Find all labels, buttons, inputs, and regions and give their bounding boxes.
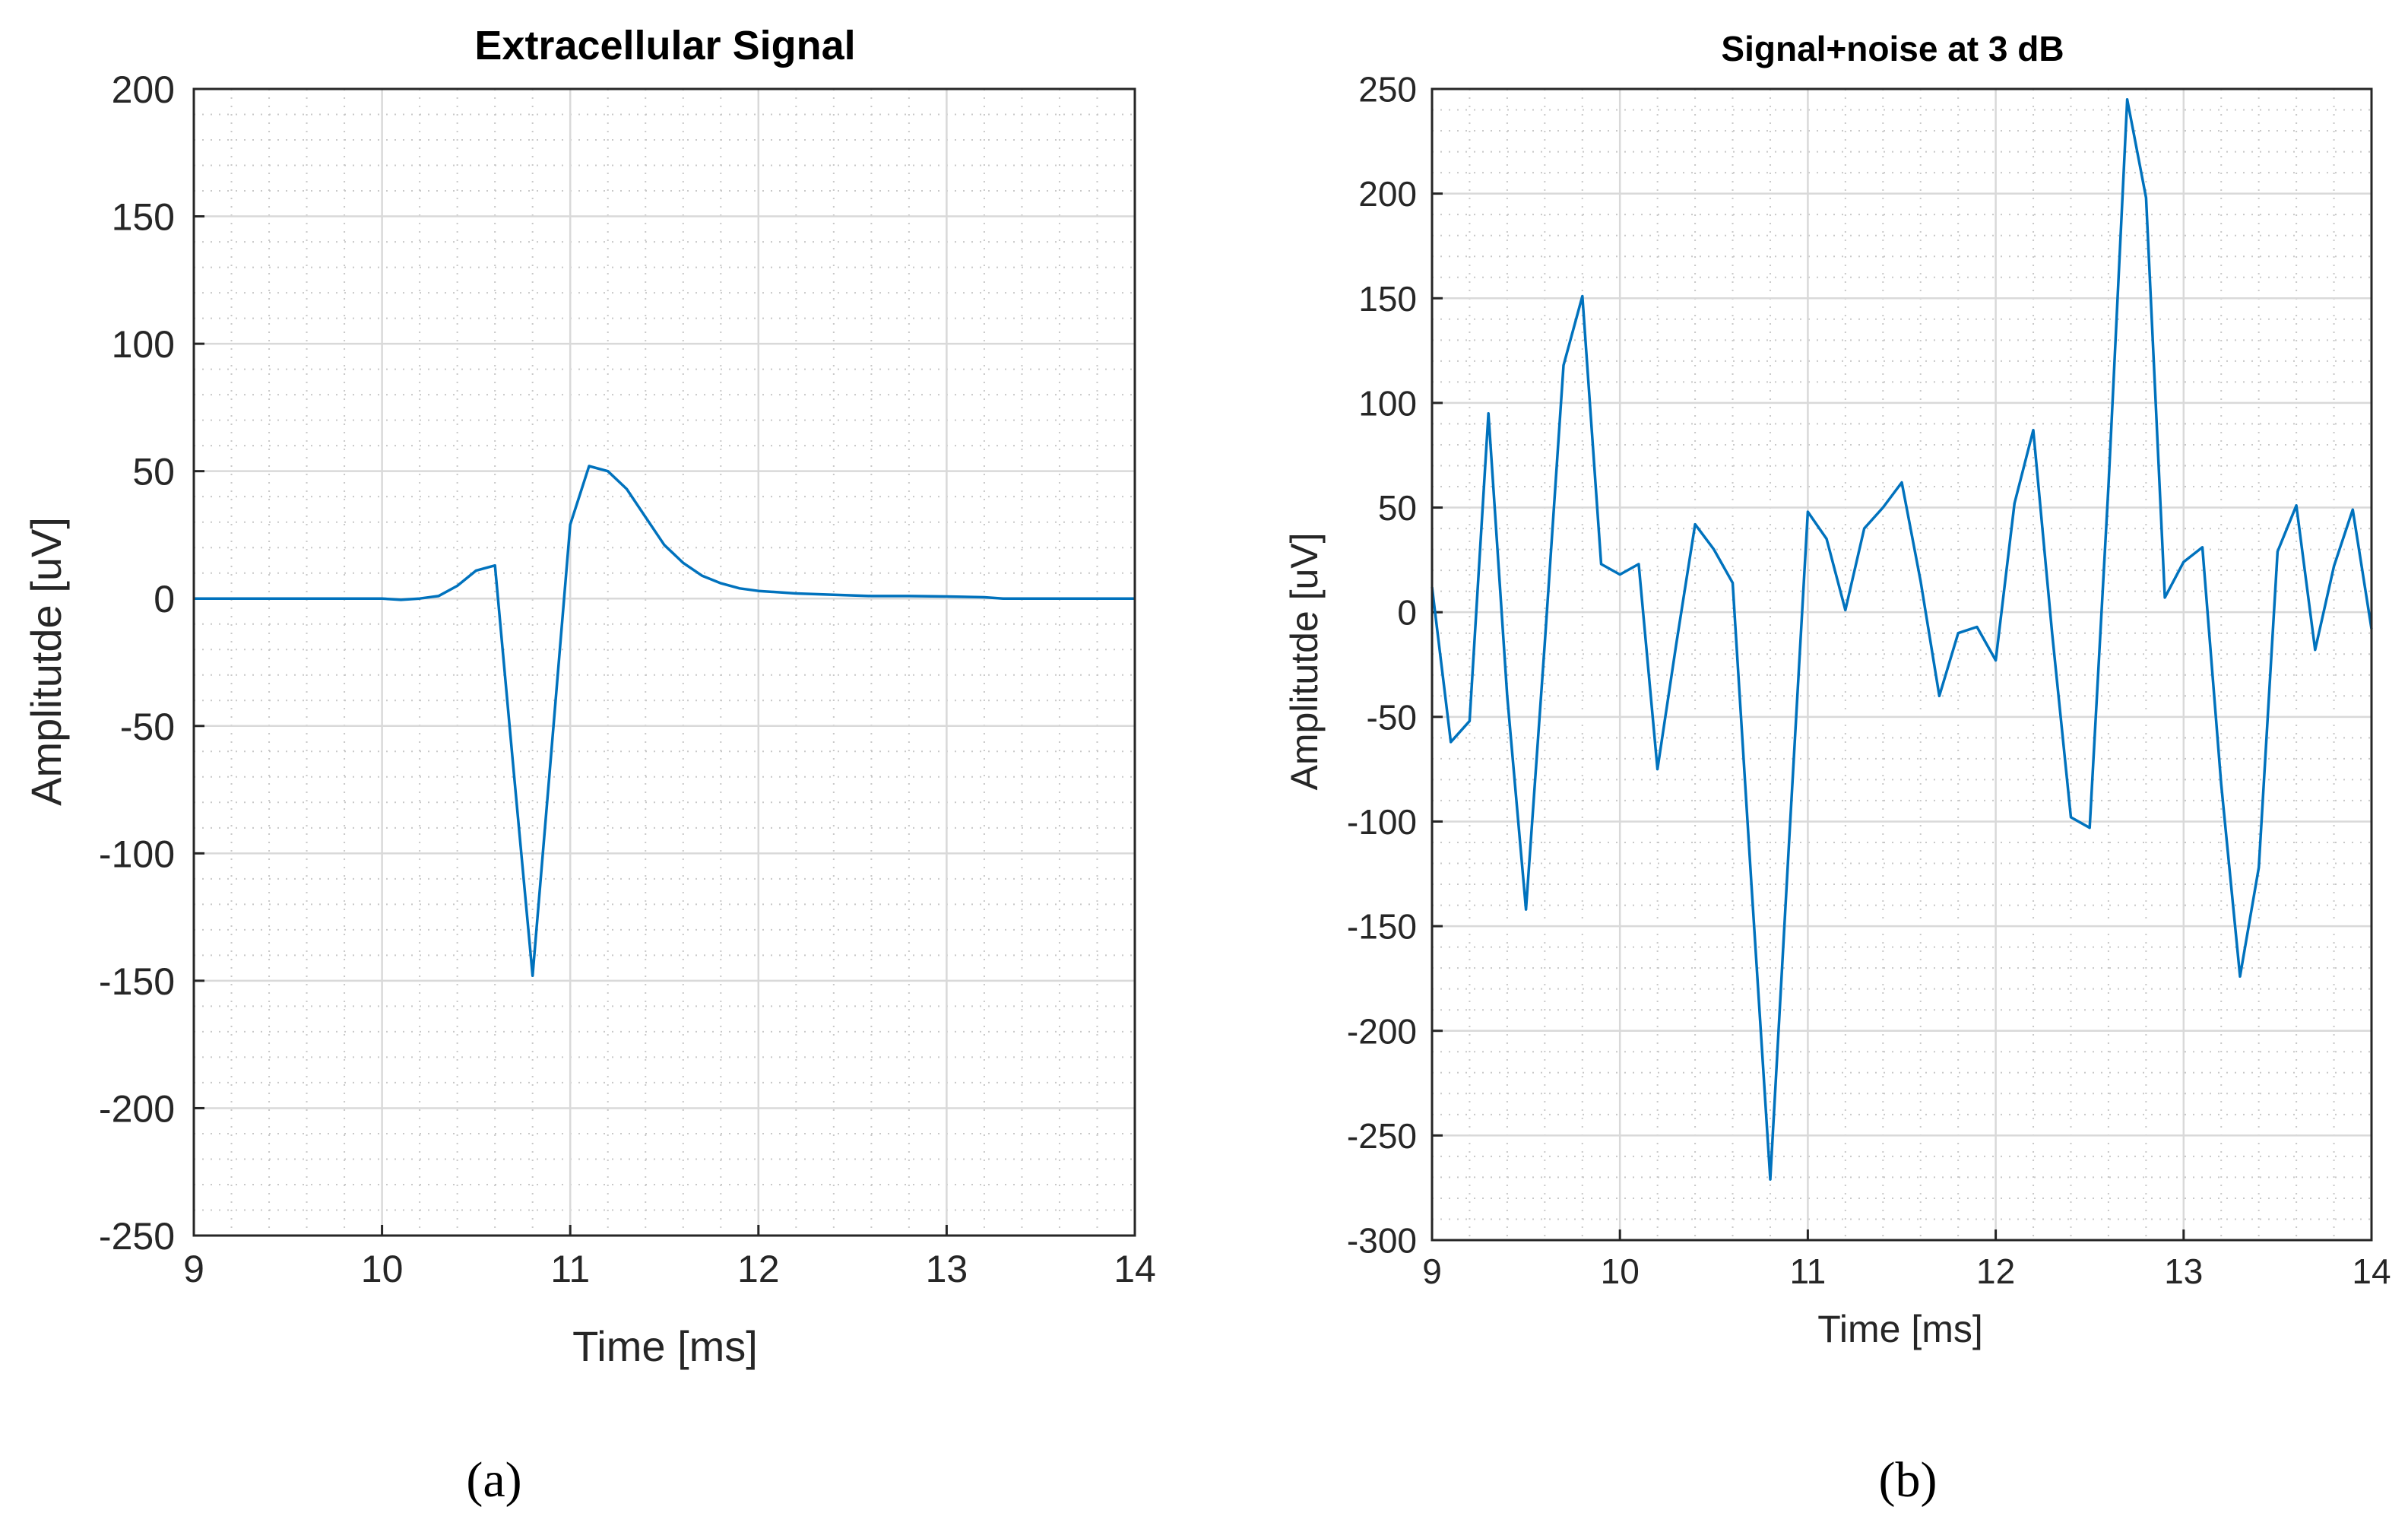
chart-b-grid <box>1431 87 2373 1242</box>
chart-a-ytick-label: 100 <box>112 323 175 366</box>
chart-b-ytick-label: -250 <box>1347 1116 1417 1156</box>
chart-b-ytick-label: 100 <box>1358 383 1417 423</box>
chart-b-ytick-label: 150 <box>1358 279 1417 319</box>
chart-a-ytick-label: 200 <box>112 68 175 111</box>
chart-b-ticks: 9 10 11 12 13 14 -300 -250 -200 -150 -100 -50 0 50 100… <box>1347 70 2391 1291</box>
chart-b-xtick-label: 9 <box>1422 1252 1442 1291</box>
chart-b-axes-box <box>1431 87 2373 1242</box>
chart-b-ytick-label: -150 <box>1347 907 1417 947</box>
chart-b-xtick-label: 14 <box>2352 1252 2391 1291</box>
chart-a-ylabel: Amplitutde [uV] <box>22 517 70 806</box>
chart-b-title: Signal+noise at 3 dB <box>1721 29 2064 68</box>
chart-a-ytick-label: -100 <box>99 833 175 875</box>
chart-b-ytick-label: 50 <box>1378 488 1417 528</box>
chart-a-xlabel: Time [ms] <box>572 1322 758 1370</box>
chart-b-xtick-label: 12 <box>1976 1252 2015 1291</box>
chart-a-ytick-label: -50 <box>120 706 175 748</box>
chart-a-ytick-label: -200 <box>99 1087 175 1130</box>
chart-b-series-line <box>1431 98 2373 1181</box>
caption-a: (a) <box>466 1452 521 1508</box>
chart-a-xtick-label: 9 <box>183 1248 204 1290</box>
chart-b-ytick-label: -100 <box>1347 802 1417 842</box>
chart-a-xtick-label: 12 <box>737 1248 780 1290</box>
chart-a-series <box>194 465 1135 977</box>
chart-b-ylabel: Amplitutde [uV] <box>1283 532 1326 790</box>
chart-b-xtick-label: 13 <box>2164 1252 2203 1291</box>
chart-b-xlabel: Time [ms] <box>1817 1308 1983 1350</box>
chart-b-ytick-label: 0 <box>1397 593 1417 633</box>
chart-b-ytick-label: -50 <box>1367 697 1417 737</box>
chart-b-ytick-label: 200 <box>1358 174 1417 214</box>
chart-a-ytick-label: 150 <box>112 196 175 239</box>
chart-a-ytick-label: 0 <box>154 578 175 620</box>
caption-b: (b) <box>1879 1452 1937 1508</box>
chart-a-xtick-label: 10 <box>361 1248 404 1290</box>
chart-b-xtick-label: 10 <box>1601 1252 1640 1291</box>
chart-b-xtick-label: 11 <box>1790 1252 1827 1291</box>
chart-b-ytick-label: 250 <box>1358 70 1417 109</box>
chart-a-xtick-label: 11 <box>550 1248 590 1290</box>
chart-a-ytick-label: 50 <box>132 451 175 493</box>
chart-a-axes-box <box>192 87 1136 1237</box>
chart-b-ytick-label: -300 <box>1347 1221 1417 1261</box>
chart-b-series <box>1431 98 2373 1181</box>
chart-a-ytick-label: -150 <box>99 960 175 1003</box>
panel-b-chart: Signal+noise at 3 dB 9 10 11 12 13 14 -300 -250… <box>1283 29 2391 1508</box>
chart-a-title: Extracellular Signal <box>474 23 855 68</box>
chart-a-ytick-label: -250 <box>99 1215 175 1258</box>
panel-a-chart: Extracellular Signal 9 10 11 12 13 14 -250 -200… <box>22 23 1156 1508</box>
chart-a-xtick-label: 14 <box>1114 1248 1156 1290</box>
chart-a-grid <box>192 87 1136 1237</box>
chart-b-ytick-label: -200 <box>1347 1011 1417 1051</box>
chart-a-series-line <box>194 465 1135 977</box>
chart-a-ticks: 9 10 11 12 13 14 -250 -200 -150 -100 -50 0 50 100 150 2… <box>99 68 1156 1290</box>
chart-a-xtick-label: 13 <box>926 1248 968 1290</box>
